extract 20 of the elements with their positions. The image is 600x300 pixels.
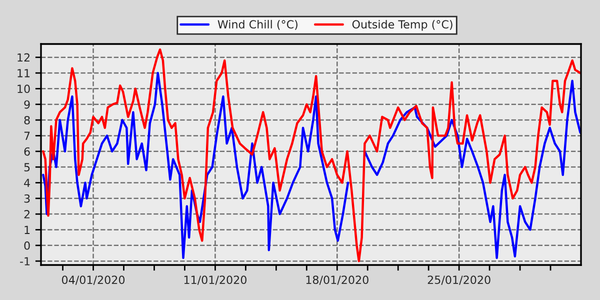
legend-label: Outside Temp (°C) [352, 20, 452, 31]
y-tick-label: 1 [24, 226, 30, 234]
y-tick-label: 10 [18, 84, 30, 94]
y-tick-label: 12 [18, 53, 30, 62]
x-tick-label: 25/01/2020 [428, 276, 490, 285]
y-tick-label: 6 [24, 147, 30, 156]
y-tick-label: 2 [24, 210, 30, 218]
x-tick-label: 04/01/2020 [62, 276, 125, 285]
y-tick-label: 9 [24, 100, 30, 109]
y-tick-label: 8 [24, 116, 30, 124]
y-tick-label: 0 [24, 241, 30, 250]
x-tick-label: 11/01/2020 [184, 276, 246, 285]
y-tick-label: 7 [24, 132, 30, 140]
legend-label: Wind Chill (°C) [218, 20, 298, 30]
x-tick-label: 18/01/2020 [306, 276, 368, 285]
y-tick-label: 11 [18, 69, 30, 78]
y-tick-label: -1 [20, 257, 30, 266]
y-tick-label: 4 [24, 178, 30, 187]
y-tick-label: 3 [24, 194, 30, 203]
y-tick-label: 5 [24, 163, 30, 172]
